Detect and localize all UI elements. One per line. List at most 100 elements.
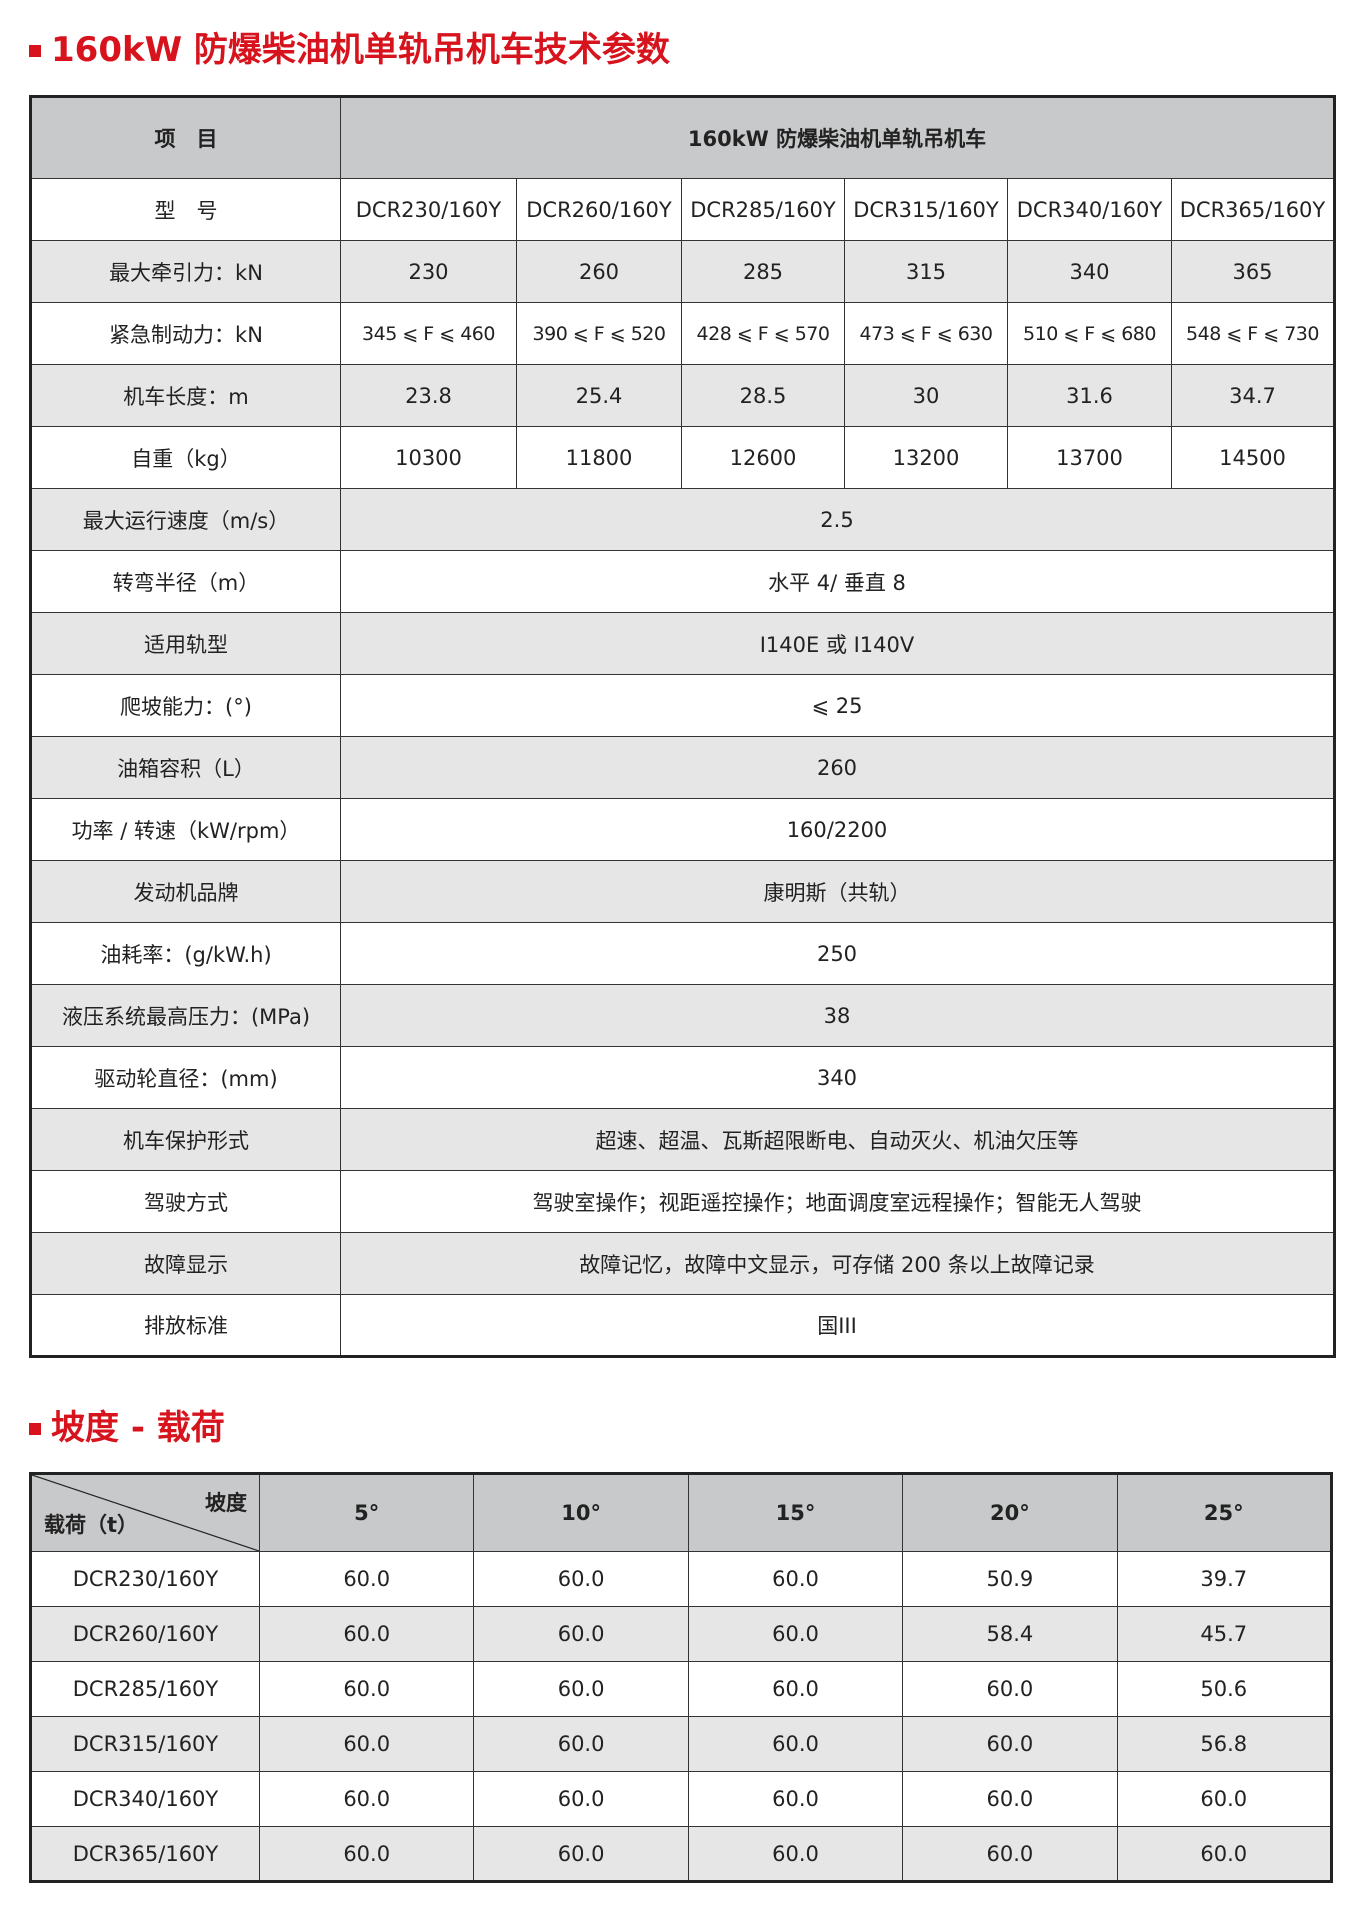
red-square-bullet-icon (29, 44, 41, 57)
model-label: DCR340/160Y (30, 1771, 260, 1827)
table-row: 故障显示 故障记忆，故障中文显示，可存储 200 条以上故障记录 (30, 1232, 1335, 1295)
load-value: 60.0 (687, 1826, 904, 1882)
cell-value: 473 ⩽ F ⩽ 630 (844, 302, 1008, 365)
slope-load-table: 坡度 载荷（t） 5° 10° 15° 20° 25° DCR230/160Y 60.0 6… (29, 1472, 1333, 1883)
cell-value-merged: 160/2200 (340, 798, 1335, 861)
spec-table: 项 目 160kW 防爆柴油机单轨吊机车 型 号 DCR230/160Y DCR26… (29, 95, 1336, 1358)
cell-value: 25.4 (516, 364, 682, 427)
table-row: 最大牵引力：kN 230 260 285 315 340 365 (30, 240, 1335, 303)
corner-cell: 坡度 载荷（t） (30, 1473, 260, 1552)
table-row: DCR260/160Y 60.0 60.0 60.0 58.4 45.7 (30, 1606, 1333, 1662)
table-row: DCR315/160Y 60.0 60.0 60.0 60.0 56.8 (30, 1716, 1333, 1772)
spec-table-header: 项 目 160kW 防爆柴油机单轨吊机车 (30, 96, 1335, 179)
model-label: DCR285/160Y (30, 1661, 260, 1717)
table-row: DCR340/160Y 60.0 60.0 60.0 60.0 60.0 (30, 1771, 1333, 1827)
cell-value: 315 (844, 240, 1008, 303)
cell-value: 11800 (516, 426, 682, 489)
load-value: 60.0 (473, 1826, 689, 1882)
load-value: 60.0 (258, 1661, 475, 1717)
row-label: 油箱容积（L） (30, 736, 341, 799)
load-value: 60.0 (473, 1661, 689, 1717)
row-label: 液压系统最高压力：(MPa) (30, 984, 341, 1047)
load-value: 60.0 (902, 1771, 1118, 1827)
cell-value: 365 (1171, 240, 1335, 303)
load-value: 50.9 (902, 1551, 1118, 1607)
table-row: DCR365/160Y 60.0 60.0 60.0 60.0 60.0 (30, 1826, 1333, 1882)
row-label: 适用轨型 (30, 612, 341, 675)
cell-value-merged: 340 (340, 1046, 1335, 1109)
table-row: 型 号 DCR230/160Y DCR260/160Y DCR285/160Y DCR3… (30, 178, 1335, 241)
row-label: 爬坡能力：(°) (30, 674, 341, 737)
spec-section-title: 160kW 防爆柴油机单轨吊机车技术参数 (29, 22, 670, 71)
cell-value: 10300 (340, 426, 517, 489)
slope-section-title: 坡度 - 载荷 (29, 1400, 225, 1449)
cell-value: 510 ⩽ F ⩽ 680 (1007, 302, 1172, 365)
cell-value-merged: 康明斯（共轨） (340, 860, 1335, 923)
load-value: 60.0 (687, 1606, 904, 1662)
slope-header: 25° (1116, 1473, 1333, 1552)
load-value: 60.0 (473, 1771, 689, 1827)
cell-value-merged: 38 (340, 984, 1335, 1047)
table-row: 爬坡能力：(°) ⩽ 25 (30, 674, 1335, 737)
row-label: 发动机品牌 (30, 860, 341, 923)
row-label: 排放标准 (30, 1294, 341, 1357)
table-row: 转弯半径（m） 水平 4/ 垂直 8 (30, 550, 1335, 613)
cell-value-merged: 超速、超温、瓦斯超限断电、自动灭火、机油欠压等 (340, 1108, 1335, 1171)
table-row: 油耗率：(g/kW.h) 250 (30, 922, 1335, 985)
model-label: DCR315/160Y (30, 1716, 260, 1772)
table-row: 适用轨型 I140E 或 I140V (30, 612, 1335, 675)
cell-value: DCR230/160Y (340, 178, 517, 241)
load-value: 39.7 (1116, 1551, 1333, 1607)
slope-header: 15° (687, 1473, 904, 1552)
load-value: 60.0 (902, 1716, 1118, 1772)
table-row: 排放标准 国III (30, 1294, 1335, 1357)
load-value: 60.0 (258, 1551, 475, 1607)
load-value: 56.8 (1116, 1716, 1333, 1772)
table-row: 自重（kg） 10300 11800 12600 13200 13700 14500 (30, 426, 1335, 489)
load-value: 60.0 (902, 1661, 1118, 1717)
cell-value: DCR365/160Y (1171, 178, 1335, 241)
cell-value: DCR340/160Y (1007, 178, 1172, 241)
load-value: 60.0 (687, 1661, 904, 1717)
slope-header: 20° (902, 1473, 1118, 1552)
slope-header: 10° (473, 1473, 689, 1552)
row-label: 紧急制动力：kN (30, 302, 341, 365)
row-label: 驾驶方式 (30, 1170, 341, 1233)
cell-value-merged: 250 (340, 922, 1335, 985)
table-row: 发动机品牌 康明斯（共轨） (30, 860, 1335, 923)
row-label: 机车长度：m (30, 364, 341, 427)
cell-value: 31.6 (1007, 364, 1172, 427)
cell-value: 13200 (844, 426, 1008, 489)
table-row: 液压系统最高压力：(MPa) 38 (30, 984, 1335, 1047)
load-value: 60.0 (258, 1771, 475, 1827)
corner-slope-label: 坡度 (205, 1491, 247, 1515)
slope-header: 5° (258, 1473, 475, 1552)
cell-value: DCR260/160Y (516, 178, 682, 241)
row-label: 油耗率：(g/kW.h) (30, 922, 341, 985)
cell-value: 285 (681, 240, 845, 303)
row-label: 驱动轮直径：(mm) (30, 1046, 341, 1109)
load-value: 50.6 (1116, 1661, 1333, 1717)
table-row: DCR285/160Y 60.0 60.0 60.0 60.0 50.6 (30, 1661, 1333, 1717)
row-label: 最大牵引力：kN (30, 240, 341, 303)
table-row: 驾驶方式 驾驶室操作；视距遥控操作；地面调度室远程操作；智能无人驾驶 (30, 1170, 1335, 1233)
cell-value: 345 ⩽ F ⩽ 460 (340, 302, 517, 365)
cell-value-merged: 260 (340, 736, 1335, 799)
cell-value-merged: 水平 4/ 垂直 8 (340, 550, 1335, 613)
load-value: 60.0 (473, 1551, 689, 1607)
cell-value: 14500 (1171, 426, 1335, 489)
load-value: 60.0 (473, 1716, 689, 1772)
cell-value-merged: 驾驶室操作；视距遥控操作；地面调度室远程操作；智能无人驾驶 (340, 1170, 1335, 1233)
load-value: 60.0 (258, 1716, 475, 1772)
red-square-bullet-icon (29, 1422, 41, 1435)
cell-value-merged: ⩽ 25 (340, 674, 1335, 737)
load-value: 58.4 (902, 1606, 1118, 1662)
table-row: 功率 / 转速（kW/rpm） 160/2200 (30, 798, 1335, 861)
model-label: DCR260/160Y (30, 1606, 260, 1662)
cell-value: 13700 (1007, 426, 1172, 489)
row-label: 机车保护形式 (30, 1108, 341, 1171)
cell-value: 390 ⩽ F ⩽ 520 (516, 302, 682, 365)
cell-value: 340 (1007, 240, 1172, 303)
cell-value: 548 ⩽ F ⩽ 730 (1171, 302, 1335, 365)
load-value: 45.7 (1116, 1606, 1333, 1662)
